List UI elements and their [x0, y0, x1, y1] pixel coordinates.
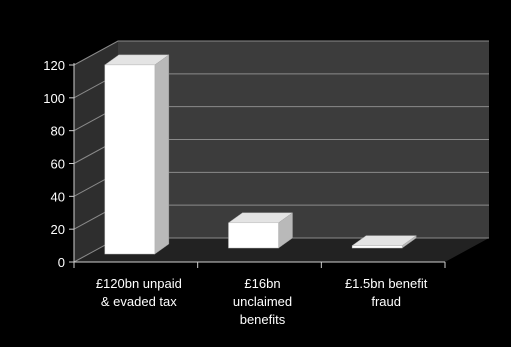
y-tick-label-0: 0	[58, 255, 65, 270]
y-tick-label-40: 40	[51, 189, 65, 204]
x-category-label-line: benefits	[240, 312, 286, 327]
x-category-label-line: unclaimed	[233, 294, 292, 309]
bar-1	[227, 212, 294, 249]
x-category-label-line: £120bn unpaid	[96, 276, 182, 291]
x-category-labels: £120bn unpaid & evaded tax £16bn unclaimed b…	[96, 276, 428, 327]
gridline-120	[73, 40, 489, 66]
bar-front-1	[228, 222, 279, 249]
x-category-label-1: £16bn unclaimed benefits	[233, 276, 292, 327]
x-category-label-line: £1.5bn benefit	[345, 276, 428, 291]
bar-0	[104, 54, 170, 255]
axes-layer	[69, 63, 446, 268]
x-category-label-line: £16bn	[244, 276, 280, 291]
y-tick-label-100: 100	[43, 91, 65, 106]
x-category-label-line: & evaded tax	[101, 294, 177, 309]
y-tick-label-120: 120	[43, 58, 65, 73]
bars-layer	[104, 54, 417, 255]
bar-side-0	[154, 54, 170, 255]
bar-2	[351, 235, 417, 249]
y-tick-label-20: 20	[51, 222, 65, 237]
y-tick-label-60: 60	[51, 157, 65, 172]
bar-front-0	[104, 64, 156, 255]
x-category-label-2: £1.5bn benefit fraud	[345, 276, 428, 309]
y-tick-labels: 0 20 40 60 80 100 120	[43, 58, 65, 270]
bar-front-2	[351, 245, 403, 249]
x-category-label-0: £120bn unpaid & evaded tax	[96, 276, 182, 309]
x-category-label-line: fraud	[371, 294, 401, 309]
y-tick-label-80: 80	[51, 124, 65, 139]
